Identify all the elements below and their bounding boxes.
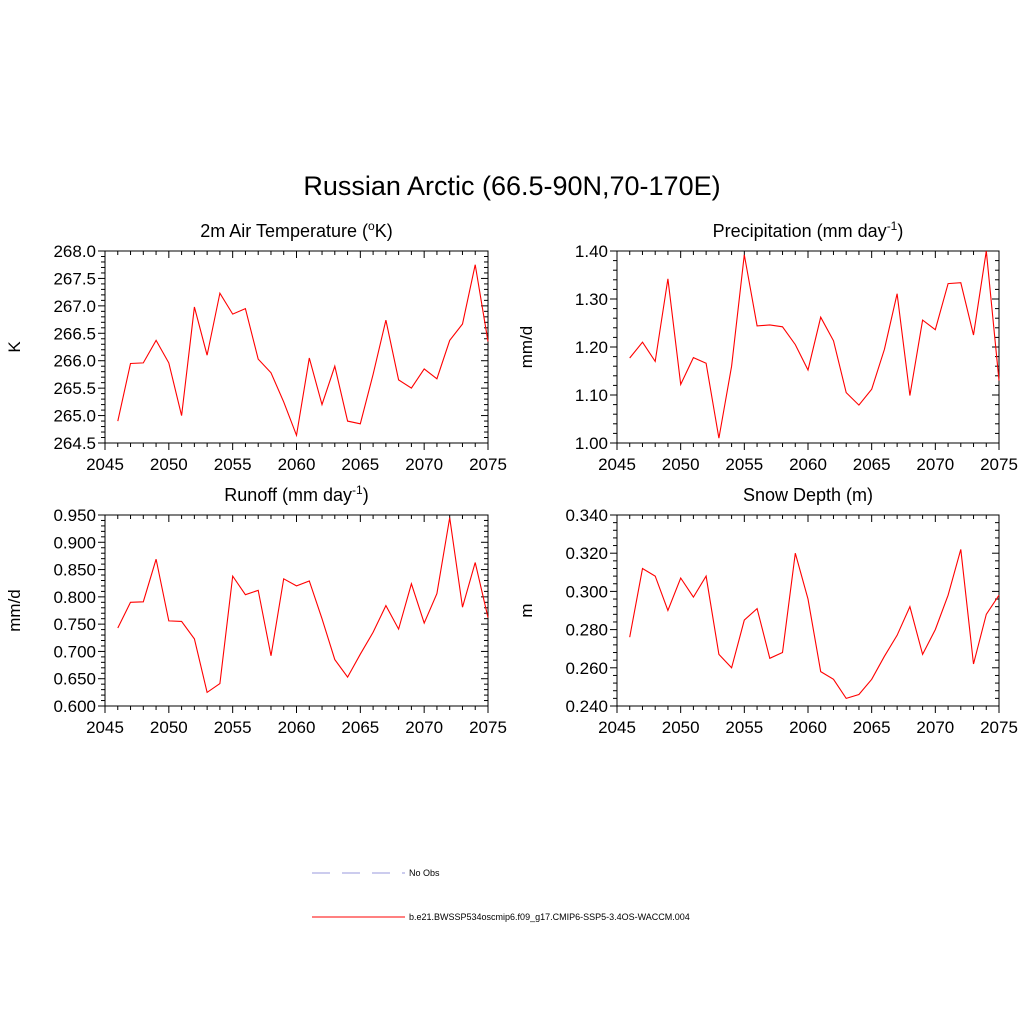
x-tick-label: 2065: [341, 455, 379, 474]
x-tick-label: 2045: [598, 718, 636, 737]
y-tick-label: 268.0: [53, 242, 96, 261]
series-line: [117, 264, 489, 438]
chart-panel-1: 2045 2050 2055 2060 2065 2070 2075 264.5 265.0 26…: [5, 219, 507, 474]
plot-frame: [104, 514, 489, 707]
y-tick-label: 267.0: [53, 297, 96, 316]
legend-label-model: b.e21.BWSSP534oscmip6.f09_g17.CMIP6-SSP5…: [409, 912, 690, 922]
y-tick-label: 0.850: [53, 561, 96, 580]
y-tick-label: 1.40: [575, 242, 608, 261]
y-axis-label: K: [5, 341, 24, 353]
y-axis-label: mm/d: [5, 589, 24, 632]
y-tick-label: 266.0: [53, 352, 96, 371]
y-tick-label: 267.5: [53, 269, 96, 288]
panel-title: 2m Air Temperature (oK): [200, 219, 392, 241]
x-tick-label: 2075: [980, 455, 1018, 474]
y-tick-label: 1.10: [575, 386, 608, 405]
y-tick-label: 0.900: [53, 533, 96, 552]
series-line: [629, 250, 1000, 439]
x-tick-label: 2050: [662, 718, 700, 737]
y-tick-label: 1.30: [575, 290, 608, 309]
y-tick-label: 0.320: [565, 544, 608, 563]
y-tick-label: 0.750: [53, 615, 96, 634]
y-tick-label: 0.300: [565, 582, 608, 601]
x-tick-label: 2065: [853, 718, 891, 737]
x-tick-label: 2075: [469, 718, 507, 737]
legend-label-no-obs: No Obs: [409, 868, 440, 878]
x-tick-label: 2060: [278, 718, 316, 737]
x-tick-label: 2065: [341, 718, 379, 737]
x-tick-label: 2050: [662, 455, 700, 474]
x-tick-label: 2075: [469, 455, 507, 474]
legend: No Obs b.e21.BWSSP534oscmip6.f09_g17.CMI…: [312, 868, 690, 922]
x-tick-label: 2055: [725, 718, 763, 737]
plot-frame: [104, 250, 489, 444]
chart-panel-4: 2045 2050 2055 2060 2065 2070 2075 0.240 0.260 0.…: [517, 485, 1018, 737]
y-tick-label: 0.340: [565, 506, 608, 525]
x-tick-label: 2070: [405, 718, 443, 737]
y-axis-label: m: [517, 603, 536, 617]
x-tick-label: 2060: [789, 718, 827, 737]
x-tick-label: 2060: [789, 455, 827, 474]
series-line: [629, 549, 1000, 700]
x-tick-label: 2055: [214, 455, 252, 474]
y-tick-label: 264.5: [53, 434, 96, 453]
y-tick-label: 0.240: [565, 697, 608, 716]
panels: 2045 2050 2055 2060 2065 2070 2075 264.5 265.0 26…: [5, 219, 1018, 737]
x-tick-label: 2055: [725, 455, 763, 474]
y-tick-label: 0.260: [565, 659, 608, 678]
panel-title: Snow Depth (m): [743, 485, 873, 505]
chart-panel-3: 2045 2050 2055 2060 2065 2070 2075 0.600 0.650 0.…: [5, 483, 507, 737]
y-tick-label: 0.800: [53, 588, 96, 607]
series-line: [117, 517, 489, 694]
y-tick-label: 265.5: [53, 379, 96, 398]
x-tick-label: 2075: [980, 718, 1018, 737]
y-tick-label: 0.700: [53, 642, 96, 661]
y-tick-label: 0.650: [53, 670, 96, 689]
x-tick-label: 2050: [150, 455, 188, 474]
y-tick-label: 0.280: [565, 621, 608, 640]
y-tick-label: 1.00: [575, 434, 608, 453]
plot-frame: [616, 514, 1000, 707]
panel-title: Runoff (mm day-1): [224, 483, 368, 505]
panel-title: Precipitation (mm day-1): [713, 219, 904, 241]
x-tick-label: 2070: [916, 718, 954, 737]
x-tick-label: 2050: [150, 718, 188, 737]
y-tick-label: 1.20: [575, 338, 608, 357]
x-tick-label: 2055: [214, 718, 252, 737]
y-tick-label: 266.5: [53, 324, 96, 343]
figure-title: Russian Arctic (66.5-90N,70-170E): [303, 171, 720, 201]
x-tick-label: 2070: [405, 455, 443, 474]
y-tick-label: 265.0: [53, 407, 96, 426]
y-tick-label: 0.950: [53, 506, 96, 525]
x-tick-label: 2070: [916, 455, 954, 474]
x-tick-label: 2045: [86, 455, 124, 474]
y-axis-label: mm/d: [517, 326, 536, 369]
x-tick-label: 2060: [278, 455, 316, 474]
plot-frame: [616, 250, 1000, 444]
x-tick-label: 2045: [86, 718, 124, 737]
y-tick-label: 0.600: [53, 697, 96, 716]
chart-panel-2: 2045 2050 2055 2060 2065 2070 2075 1.00 1.10 1.20…: [517, 219, 1018, 474]
x-tick-label: 2065: [853, 455, 891, 474]
x-tick-label: 2045: [598, 455, 636, 474]
